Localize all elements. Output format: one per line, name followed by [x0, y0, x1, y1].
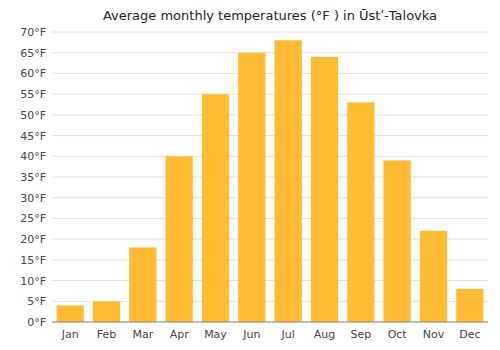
grid-line — [52, 197, 488, 198]
chart: Average monthly temperatures (°F ) in Ūs… — [0, 0, 500, 350]
x-tick-label: Oct — [388, 328, 408, 341]
grid-line — [52, 94, 488, 95]
y-tick-label: 65°F — [20, 47, 46, 60]
x-tick-label: Nov — [423, 328, 445, 341]
bar — [57, 305, 84, 322]
x-tick-label: Jan — [61, 328, 79, 341]
bar — [275, 40, 302, 322]
title: Average monthly temperatures (°F ) in Ūs… — [103, 8, 437, 23]
grid-line — [52, 52, 488, 53]
bar — [166, 156, 193, 322]
grid-line — [52, 135, 488, 136]
y-tick-label: 60°F — [20, 67, 46, 80]
bar — [238, 53, 265, 322]
x-tick-label: Feb — [97, 328, 116, 341]
bars — [57, 40, 484, 322]
bar — [93, 301, 120, 322]
grid-line — [52, 73, 488, 74]
grid-line — [52, 32, 488, 33]
bar — [456, 289, 483, 322]
bar — [202, 94, 229, 322]
x-tick-label: Jul — [281, 328, 295, 341]
y-tick-label: 45°F — [20, 130, 46, 143]
x-tick-label: Dec — [459, 328, 480, 341]
y-tick-label: 5°F — [27, 295, 46, 308]
y-axis: 0°F 5°F 10°F 15°F 20°F 25°F 30°F 35°F 40°F 45°F 50… — [20, 26, 46, 329]
y-tick-label: 30°F — [20, 192, 46, 205]
x-tick-label: Aug — [314, 328, 335, 341]
y-tick-label: 50°F — [20, 109, 46, 122]
x-axis: Jan Feb Mar Apr May Jun Jul Aug Sep Oct Nov Dec — [52, 322, 488, 341]
y-tick-label: 35°F — [20, 171, 46, 184]
grid-line — [52, 218, 488, 219]
grid-line — [52, 114, 488, 115]
x-axis-line — [52, 322, 488, 323]
grid-line — [52, 322, 488, 323]
x-tick-label: Mar — [132, 328, 153, 341]
bar — [420, 231, 447, 322]
y-tick-label: 20°F — [20, 233, 46, 246]
y-tick-label: 55°F — [20, 88, 46, 101]
grid-line — [52, 177, 488, 178]
y-tick-label: 25°F — [20, 212, 46, 225]
y-tick-label: 0°F — [27, 316, 46, 329]
x-tick-label: May — [204, 328, 227, 341]
x-tick-label: Jun — [242, 328, 260, 341]
y-tick-label: 10°F — [20, 275, 46, 288]
y-tick-label: 40°F — [20, 150, 46, 163]
x-tick-label: Sep — [350, 328, 371, 341]
bar — [384, 160, 411, 322]
y-tick-label: 15°F — [20, 254, 46, 267]
y-tick-label: 70°F — [20, 26, 46, 39]
bar — [129, 247, 156, 322]
grid-line — [52, 156, 488, 157]
bar — [347, 102, 374, 322]
bar — [311, 57, 338, 322]
grid — [52, 32, 488, 322]
x-tick-label: Apr — [170, 328, 190, 341]
